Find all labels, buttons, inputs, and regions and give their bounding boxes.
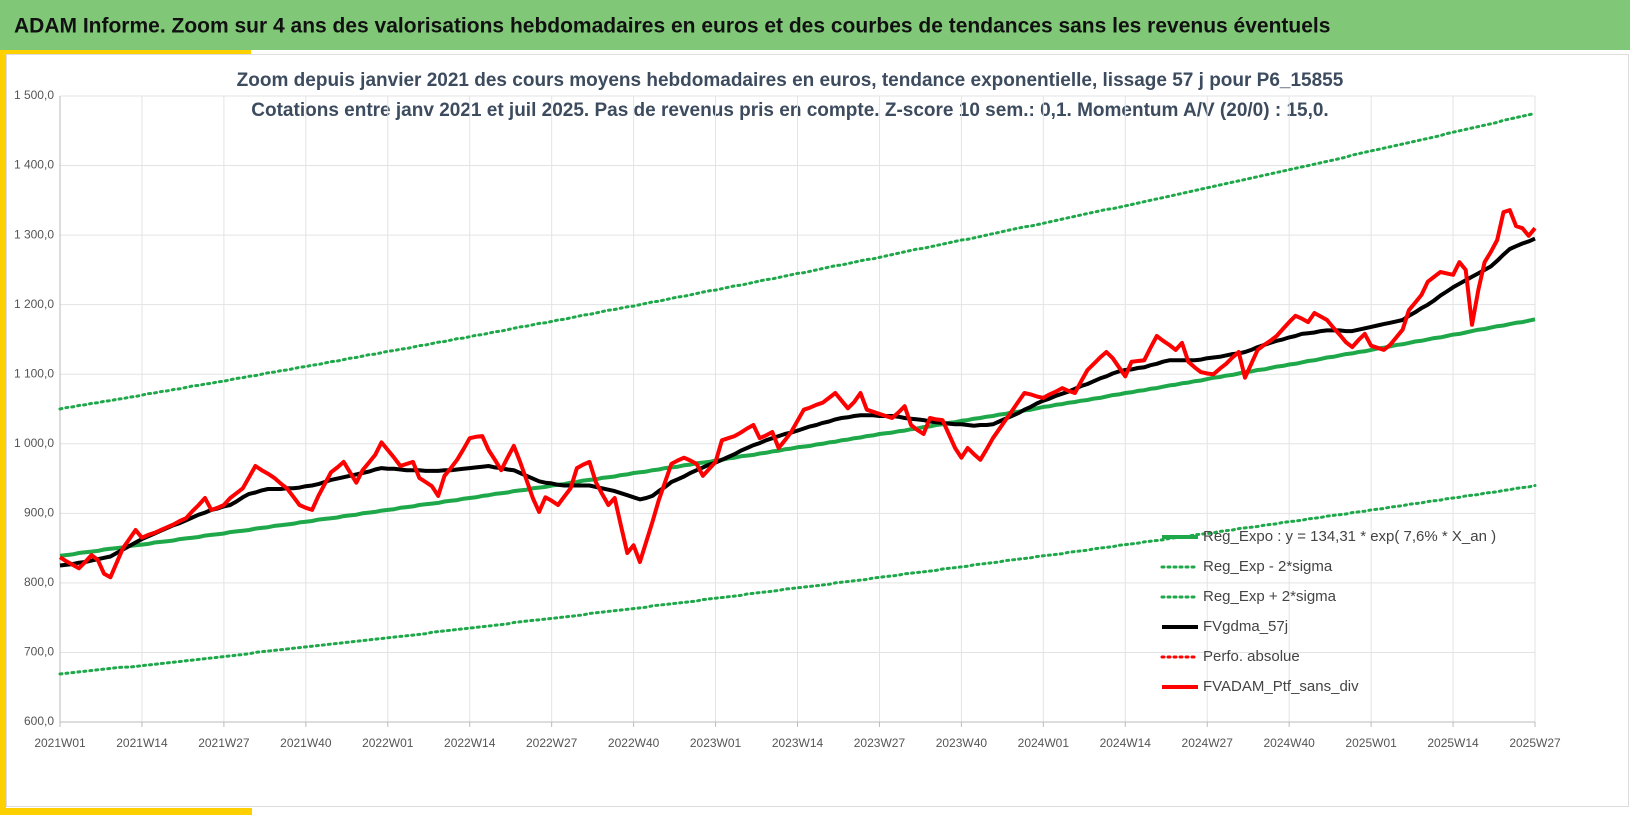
x-tick-label: 2021W40 — [280, 736, 332, 750]
x-tick-label: 2022W14 — [444, 736, 496, 750]
x-tick-label: 2023W27 — [854, 736, 906, 750]
y-tick-label: 1 300,0 — [14, 227, 54, 241]
series-line — [59, 236, 1536, 568]
y-tick-label: 1 100,0 — [14, 366, 54, 380]
x-tick-label: 2024W27 — [1182, 736, 1234, 750]
x-tick-label: 2024W40 — [1263, 736, 1315, 750]
x-tick-label: 2022W40 — [608, 736, 660, 750]
chart-subtitle: Cotations entre janv 2021 et juil 2025. … — [251, 100, 1328, 121]
series-line — [58, 484, 1537, 676]
y-tick-label: 1 200,0 — [14, 297, 54, 311]
y-tick-label: 1 000,0 — [14, 436, 54, 450]
x-tick-label: 2021W14 — [116, 736, 168, 750]
x-tick-label: 2025W01 — [1345, 736, 1397, 750]
chart-frame — [6, 54, 1629, 807]
bottom-strip — [0, 808, 252, 815]
legend-label: Perfo. absolue — [1203, 648, 1300, 665]
x-tick-label: 2025W27 — [1509, 736, 1561, 750]
y-tick-label: 800,0 — [24, 575, 54, 589]
x-tick-label: 2022W27 — [526, 736, 578, 750]
y-tick-label: 700,0 — [24, 645, 54, 659]
y-tick-label: 900,0 — [24, 506, 54, 520]
banner — [0, 0, 1630, 50]
legend-label: Reg_Exp + 2*sigma — [1203, 588, 1337, 605]
y-tick-label: 600,0 — [24, 714, 54, 728]
legend-label: Reg_Expo : y = 134,31 * exp( 7,6% * X_an… — [1203, 528, 1496, 545]
series-line — [59, 317, 1536, 558]
series-line — [58, 208, 1537, 580]
y-tick-label: 1 400,0 — [14, 158, 54, 172]
legend-label: FVgdma_57j — [1203, 618, 1288, 635]
legend-label: Reg_Exp - 2*sigma — [1203, 558, 1333, 575]
x-tick-label: 2023W14 — [772, 736, 824, 750]
x-tick-label: 2024W14 — [1100, 736, 1152, 750]
page-title: ADAM Informe. Zoom sur 4 ans des valoris… — [14, 15, 1330, 38]
top-strip — [6, 50, 251, 54]
y-tick-label: 1 500,0 — [14, 88, 54, 102]
chart-title: Zoom depuis janvier 2021 des cours moyen… — [237, 70, 1344, 91]
series-line — [58, 111, 1537, 411]
x-tick-label: 2025W14 — [1427, 736, 1479, 750]
x-tick-label: 2021W27 — [198, 736, 250, 750]
x-tick-label: 2023W01 — [690, 736, 742, 750]
x-tick-label: 2023W40 — [936, 736, 988, 750]
x-tick-label: 2022W01 — [362, 736, 414, 750]
legend-label: FVADAM_Ptf_sans_div — [1203, 678, 1359, 695]
x-tick-label: 2021W01 — [34, 736, 86, 750]
left-strip — [0, 50, 6, 815]
x-tick-label: 2024W01 — [1018, 736, 1070, 750]
